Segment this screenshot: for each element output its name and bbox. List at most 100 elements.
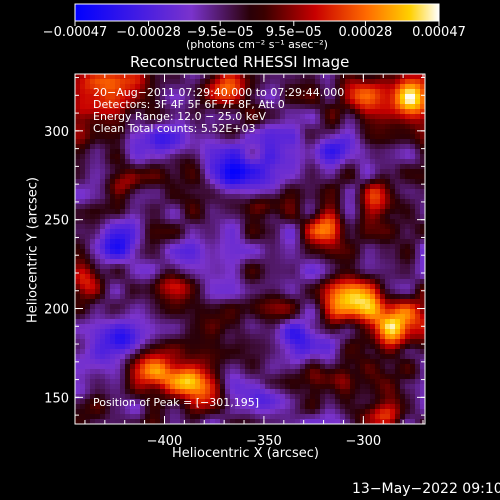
heatmap-cell	[180, 254, 186, 260]
heatmap-cell	[375, 359, 381, 365]
heatmap-cell	[280, 234, 286, 240]
heatmap-cell	[400, 364, 406, 370]
heatmap-cell	[220, 299, 226, 305]
heatmap-cell	[270, 219, 276, 225]
heatmap-cell	[160, 204, 166, 210]
heatmap-cell	[130, 119, 136, 125]
heatmap-cell	[110, 79, 116, 85]
heatmap-cell	[320, 149, 326, 155]
heatmap-cell	[210, 409, 216, 415]
heatmap-cell	[345, 209, 351, 215]
heatmap-cell	[145, 114, 151, 120]
heatmap-cell	[250, 74, 256, 80]
heatmap-cell	[110, 109, 116, 115]
heatmap-cell	[265, 404, 271, 410]
heatmap-cell	[225, 139, 231, 145]
heatmap-cell	[385, 89, 391, 95]
heatmap-cell	[390, 384, 396, 390]
heatmap-cell	[280, 414, 286, 420]
heatmap-cell	[90, 399, 96, 405]
heatmap-cell	[165, 279, 171, 285]
heatmap-cell	[100, 184, 106, 190]
heatmap-cell	[110, 314, 116, 320]
heatmap-cell	[115, 134, 121, 140]
heatmap-cell	[210, 309, 216, 315]
heatmap-cell	[360, 194, 366, 200]
heatmap-cell	[230, 219, 236, 225]
heatmap-cell	[390, 209, 396, 215]
heatmap-cell	[275, 199, 281, 205]
heatmap-cell	[150, 329, 156, 335]
heatmap-cell	[175, 309, 181, 315]
heatmap-cell	[120, 349, 126, 355]
heatmap-cell	[75, 209, 81, 215]
heatmap-cell	[415, 134, 421, 140]
heatmap-cell	[150, 274, 156, 280]
heatmap-cell	[280, 314, 286, 320]
heatmap-cell	[260, 164, 266, 170]
heatmap-cell	[75, 94, 81, 100]
heatmap-cell	[140, 309, 146, 315]
heatmap-cell	[400, 204, 406, 210]
heatmap-cell	[195, 209, 201, 215]
heatmap-cell	[230, 244, 236, 250]
heatmap-cell	[170, 149, 176, 155]
heatmap-cell	[240, 239, 246, 245]
heatmap-cell	[420, 99, 425, 105]
heatmap-cell	[410, 184, 416, 190]
heatmap-cell	[150, 344, 156, 350]
heatmap-cell	[415, 109, 421, 115]
heatmap-cell	[270, 249, 276, 255]
heatmap-cell	[305, 214, 311, 220]
heatmap-cell	[245, 149, 251, 155]
heatmap-cell	[110, 284, 116, 290]
heatmap-cell	[125, 274, 131, 280]
heatmap-cell	[350, 119, 356, 125]
heatmap-cell	[165, 269, 171, 275]
heatmap-cell	[415, 84, 421, 90]
heatmap-cell	[150, 189, 156, 195]
heatmap-cell	[345, 249, 351, 255]
heatmap-cell	[265, 89, 271, 95]
heatmap-cell	[360, 389, 366, 395]
heatmap-cell	[310, 314, 316, 320]
heatmap-cell	[335, 119, 341, 125]
heatmap-cell	[175, 404, 181, 410]
heatmap-cell	[260, 74, 266, 80]
heatmap-cell	[270, 394, 276, 400]
heatmap-cell	[245, 139, 251, 145]
heatmap-cell	[365, 299, 371, 305]
heatmap-cell	[345, 274, 351, 280]
heatmap-cell	[210, 364, 216, 370]
heatmap-cell	[385, 339, 391, 345]
heatmap-cell	[95, 259, 101, 265]
heatmap-cell	[240, 284, 246, 290]
heatmap-cell	[415, 139, 421, 145]
heatmap-cell	[325, 169, 331, 175]
heatmap-cell	[290, 409, 296, 415]
heatmap-cell	[260, 204, 266, 210]
heatmap-cell	[320, 159, 326, 165]
heatmap-cell	[320, 109, 326, 115]
heatmap-cell	[215, 294, 221, 300]
heatmap-cell	[350, 234, 356, 240]
heatmap-cell	[105, 74, 111, 80]
heatmap-cell	[265, 304, 271, 310]
heatmap-cell	[145, 419, 151, 424]
heatmap-cell	[320, 404, 326, 410]
heatmap-cell	[385, 364, 391, 370]
heatmap-cell	[140, 144, 146, 150]
heatmap-cell	[395, 404, 401, 410]
heatmap-cell	[325, 134, 331, 140]
heatmap-cell	[125, 394, 131, 400]
heatmap-cell	[330, 244, 336, 250]
heatmap-cell	[320, 169, 326, 175]
heatmap-cell	[390, 329, 396, 335]
heatmap-cell	[310, 129, 316, 135]
heatmap-cell	[275, 274, 281, 280]
heatmap-cell	[395, 169, 401, 175]
heatmap-cell	[265, 114, 271, 120]
heatmap-cell	[240, 109, 246, 115]
heatmap-cell	[155, 99, 161, 105]
heatmap-cell	[265, 229, 271, 235]
